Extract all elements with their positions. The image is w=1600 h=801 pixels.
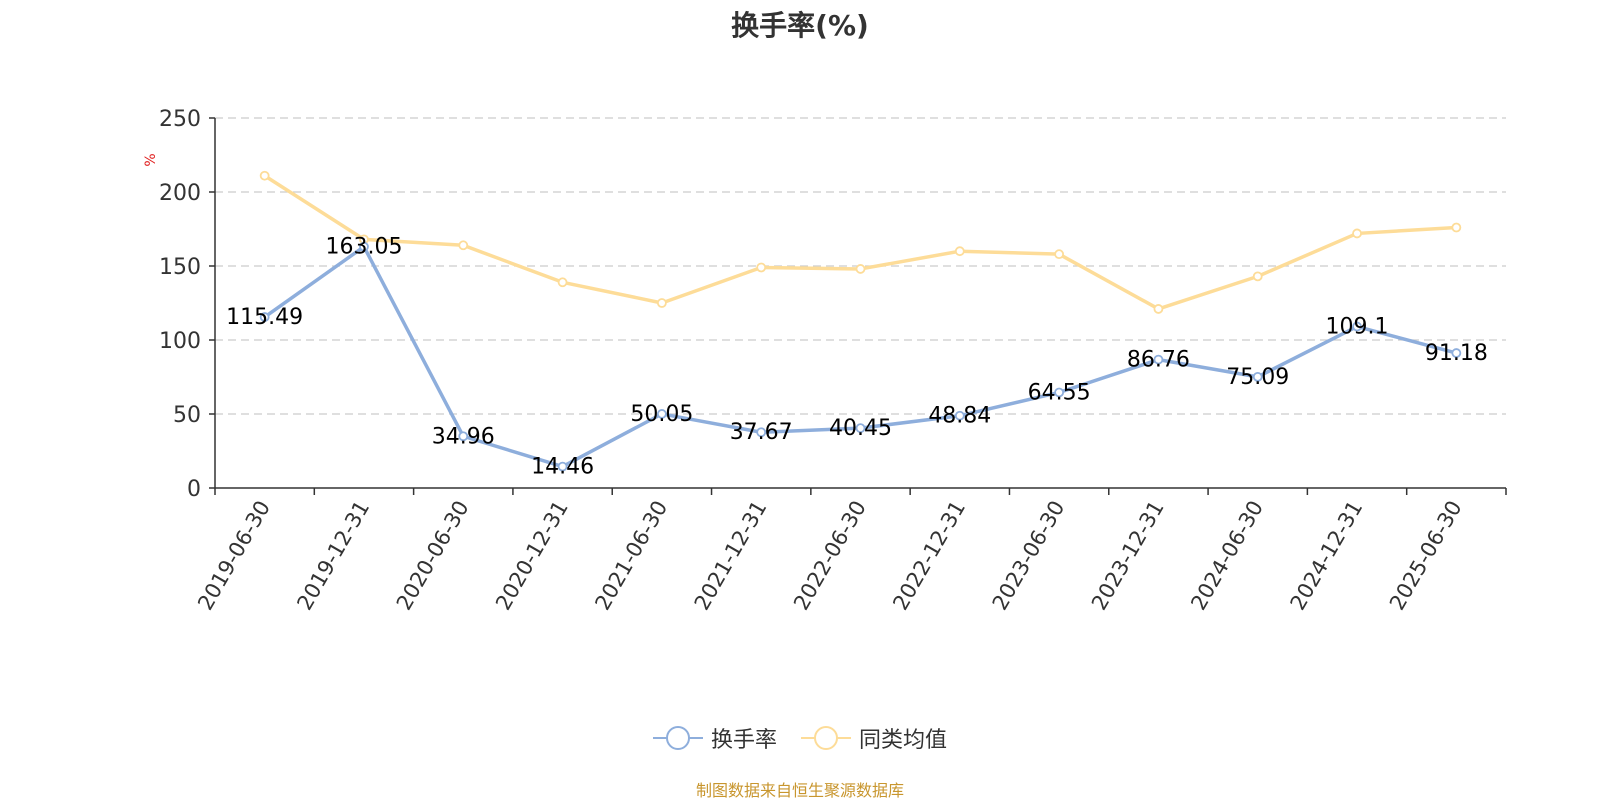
- x-tick-label: 2020-06-30: [392, 497, 474, 615]
- turnover-point: [954, 410, 965, 421]
- turnover-point: [1153, 354, 1164, 365]
- data-label: 75.09: [1226, 365, 1289, 390]
- data-label: 163.05: [325, 235, 402, 260]
- peer-average-point: [1153, 304, 1164, 314]
- x-tick-label: 2019-12-31: [292, 497, 374, 615]
- x-tick-label: 2024-06-30: [1186, 497, 1268, 615]
- peer-average-point: [656, 298, 667, 308]
- legend-swatch-turnover: [652, 726, 703, 750]
- peer-average-point: [1054, 249, 1065, 260]
- peer-average-point: [1252, 271, 1263, 282]
- turnover-point: [855, 423, 866, 434]
- legend-label-peer-average: 同类均值: [859, 728, 948, 753]
- turnover-point: [259, 312, 270, 322]
- x-tick-label: 2022-12-31: [888, 496, 970, 614]
- data-label: 109.1: [1326, 315, 1389, 340]
- x-tick-label: 2024-12-31: [1286, 497, 1368, 615]
- data-label: 40.45: [829, 416, 892, 441]
- peer-average-point: [1352, 228, 1362, 239]
- turnover-point: [458, 431, 469, 442]
- x-tick-label: 2021-12-31: [690, 497, 772, 615]
- legend: 换手率 同类均值: [0, 722, 1600, 754]
- data-label: 34.96: [432, 424, 495, 449]
- turnover-point: [359, 241, 369, 252]
- legend-item-turnover[interactable]: 换手率: [652, 722, 777, 754]
- legend-label-turnover: 换手率: [710, 728, 777, 753]
- x-tick-label: 2023-06-30: [988, 497, 1070, 615]
- peer-average-point: [954, 246, 965, 257]
- turnover-point: [1252, 371, 1263, 382]
- peer-average-point: [756, 262, 767, 273]
- x-tick-label: 2022-06-30: [789, 497, 871, 615]
- legend-item-peer-average[interactable]: 同类均值: [801, 722, 947, 754]
- data-label: 91.18: [1425, 341, 1488, 366]
- data-label: 14.46: [531, 455, 594, 480]
- chart-title: 换手率(%): [731, 9, 869, 42]
- y-axis-unit: %: [143, 153, 159, 166]
- peer-average-point: [458, 240, 469, 251]
- y-tick-label: 200: [159, 181, 201, 206]
- data-label: 48.84: [928, 404, 991, 429]
- turnover-point: [1451, 348, 1462, 358]
- y-tick-label: 50: [173, 403, 201, 428]
- data-label: 86.76: [1127, 348, 1190, 373]
- data-source-note: 制图数据来自恒生聚源数据库: [695, 781, 904, 800]
- turnover-point: [656, 409, 667, 419]
- turnover-point: [1352, 321, 1362, 332]
- x-tick-label: 2020-12-31: [491, 497, 573, 615]
- data-label: 115.49: [226, 305, 303, 330]
- peer-average-point: [855, 264, 866, 274]
- x-tick-label: 2025-06-30: [1385, 497, 1467, 615]
- peer-average-point: [1451, 222, 1462, 233]
- turnover-point: [756, 427, 767, 438]
- x-tick-label: 2023-12-31: [1087, 497, 1169, 615]
- y-tick-label: 100: [159, 329, 201, 354]
- x-tick-label: 2019-06-30: [193, 497, 275, 615]
- data-label: 64.55: [1028, 380, 1091, 405]
- data-label: 50.05: [630, 402, 693, 427]
- x-tick-label: 2021-06-30: [590, 497, 672, 615]
- y-tick-label: 0: [187, 477, 201, 502]
- legend-swatch-peer-average: [801, 726, 851, 750]
- peer-average-point: [259, 170, 270, 181]
- peer-average-point: [557, 277, 568, 288]
- y-tick-label: 250: [159, 107, 201, 132]
- turnover-point: [1054, 387, 1065, 398]
- turnover-point: [557, 461, 568, 472]
- y-tick-label: 150: [159, 255, 201, 280]
- series-line-peer-average: [263, 174, 1457, 311]
- data-label: 37.67: [730, 420, 793, 445]
